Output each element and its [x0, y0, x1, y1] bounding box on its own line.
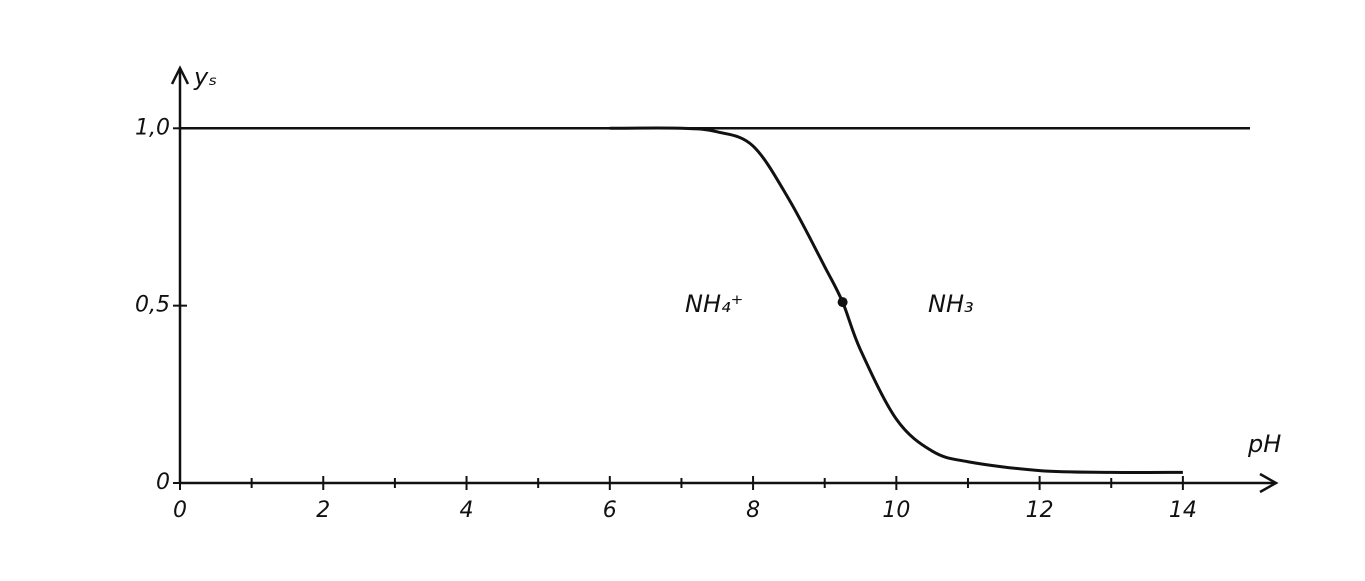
- x-tick-label: 14: [1169, 498, 1197, 523]
- x-tick-label: 2: [316, 498, 330, 523]
- x-tick-label: 6: [603, 498, 617, 523]
- curve: [609, 126, 1183, 474]
- annotation: NH₃: [928, 290, 974, 318]
- annotation: NH₄⁺: [685, 290, 743, 318]
- y-tick-label: 1,0: [135, 115, 170, 140]
- x-tick-label: 0: [173, 498, 187, 523]
- marked-point: [837, 297, 848, 308]
- x-axis-label: pH: [1247, 430, 1281, 458]
- y-tick-label: 0,5: [135, 293, 170, 318]
- x-tick-label: 12: [1026, 498, 1054, 523]
- x-tick-label: 4: [460, 498, 474, 523]
- x-tick-label: 10: [882, 498, 910, 523]
- y-tick-label: 0: [156, 470, 170, 495]
- y-axis-label: yₛ: [193, 63, 217, 91]
- x-tick-label: 8: [746, 498, 760, 523]
- x-axis-arrow: [1259, 472, 1279, 494]
- y-axis-arrow: [170, 65, 190, 85]
